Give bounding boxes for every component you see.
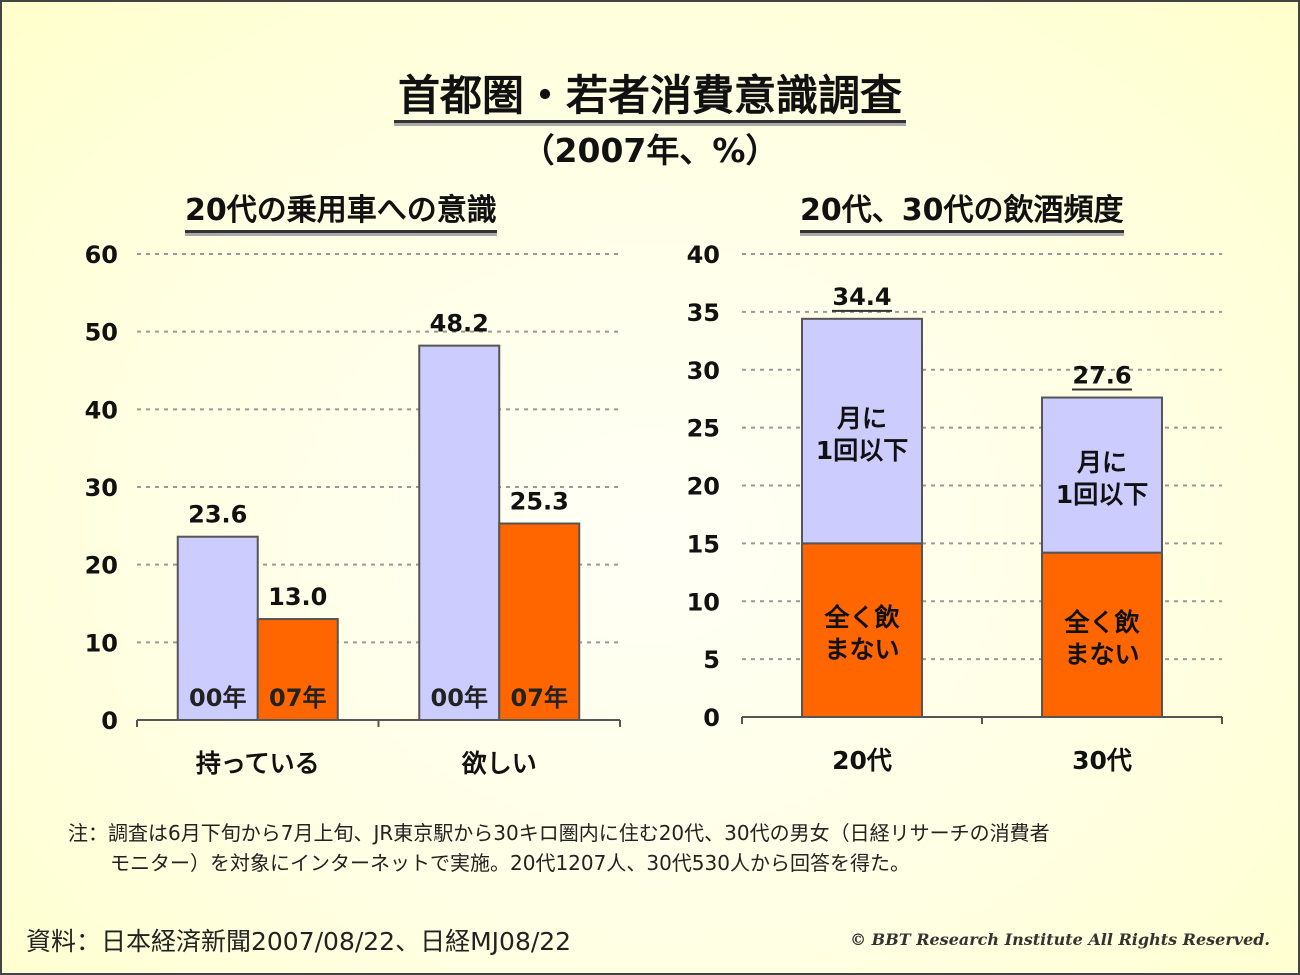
y-tick-label: 25 [687,415,720,443]
x-category-label: 20代 [832,746,892,775]
y-tick-label: 20 [687,473,720,501]
bar-07年 [498,522,581,722]
segment-label: 月に [836,404,887,433]
segment-label: まない [1064,640,1139,669]
total-label: 34.4 [832,283,891,311]
stacked-segment-1 [1041,396,1163,554]
bar-07年 [256,618,339,721]
segment-label: 全く飲 [1063,608,1140,637]
footnote-line-2: モニター）を対象にインターネットで実施。20代1207人、30代530人から回答… [110,851,910,875]
bar-series-label: 00年 [431,684,488,712]
stacked-segment-0 [1041,551,1163,719]
data-label: 13.0 [268,583,327,611]
page-title: 首都圏・若者消費意識調査 [0,62,1300,123]
segment-label: まない [824,635,899,664]
y-tick-label: 50 [85,319,118,347]
source-text: 資料：日本経済新聞2007/08/22、日経MJ08/22 [26,927,572,956]
data-label: 48.2 [430,310,489,338]
y-tick-label: 0 [101,707,118,735]
y-tick-label: 30 [85,474,118,502]
segment-label: 全く飲 [823,603,900,632]
y-tick-label: 0 [703,704,720,732]
y-tick-label: 15 [687,530,720,558]
stacked-segment-0 [801,542,923,718]
x-category-label: 欲しい [461,749,537,778]
data-label: 25.3 [510,488,569,516]
segment-label: 1回以下 [816,436,908,465]
x-category-label: 持っている [196,749,320,778]
y-tick-label: 40 [85,396,118,424]
bar-00年 [418,344,501,721]
footnote-line-1: 注：調査は6月下旬から7月上旬、JR東京駅から30キロ圏内に住む20代、30代の… [68,821,1050,845]
stacked-segment-1 [801,317,923,545]
bar-series-label: 00年 [189,684,246,712]
bar-00年 [176,535,259,721]
y-tick-label: 40 [687,241,720,269]
data-label: 23.6 [188,501,247,529]
segment-label: 1回以下 [1056,480,1148,509]
chart-title-car: 20代の乗用車への意識 [185,192,497,233]
bar-series-label: 07年 [511,684,568,712]
copyright: © BBT Research Institute All Rights Rese… [850,930,1270,949]
y-tick-label: 10 [85,629,118,657]
y-tick-label: 10 [687,588,720,616]
x-category-label: 30代 [1072,746,1132,775]
y-tick-label: 60 [85,241,118,269]
y-tick-label: 30 [687,357,720,385]
y-tick-label: 20 [85,552,118,580]
page-title-text: 首都圏・若者消費意識調査 [393,71,906,123]
chart-title-drinking: 20代、30代の飲酒頻度 [800,192,1124,233]
y-tick-label: 35 [687,299,720,327]
segment-label: 月に [1076,448,1127,477]
total-label: 27.6 [1072,362,1131,390]
footnote: 注：調査は6月下旬から7月上旬、JR東京駅から30キロ圏内に住む20代、30代の… [68,818,1248,878]
y-tick-label: 5 [703,646,720,674]
bar-series-label: 07年 [269,684,326,712]
page-subtitle: （2007年、%） [521,131,779,170]
